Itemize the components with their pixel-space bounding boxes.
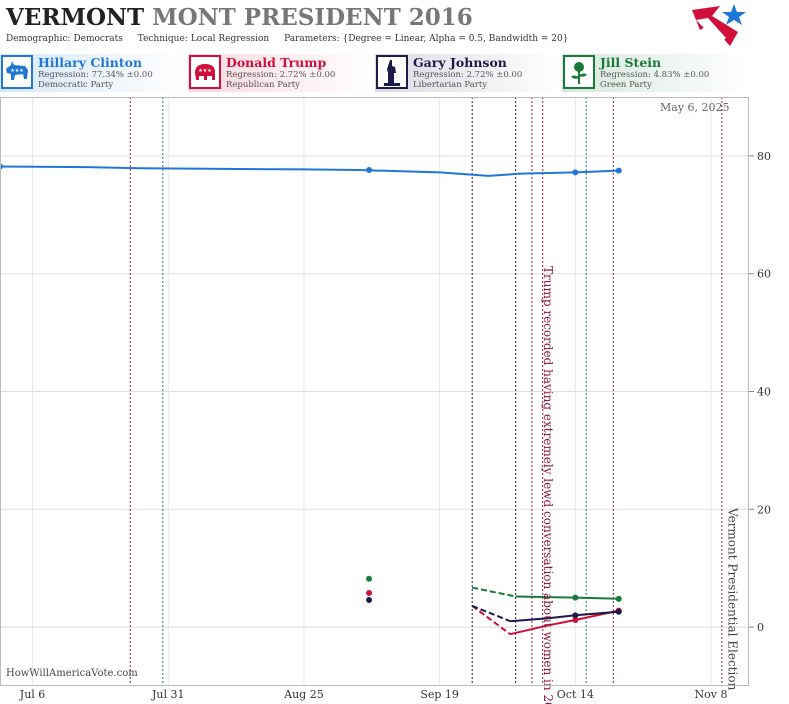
candidate-name: Jill Stein [600,55,662,70]
technique-value: Local Regression [190,34,270,44]
data-point [366,597,373,604]
candidate-regression: Regression: 4.83% ±0.00 [600,70,710,80]
candidate-name: Hillary Clinton [38,55,143,70]
y-tick-label: 0 [757,621,764,634]
series-line [509,609,619,636]
parameters-label: Parameters: [284,34,340,44]
candidate-name: Gary Johnson [413,55,507,70]
demographic-value: Democrats [73,34,123,44]
site-logo-icon [692,4,746,46]
rose-icon [563,55,595,89]
data-point [615,595,622,602]
title-race: MONT PRESIDENT 2016 [152,4,473,31]
svg-text:★★★: ★★★ [10,68,24,74]
annotation: Vermont Presidential Election [726,507,740,691]
annotation: Trump recorded having extremely lewd con… [541,266,555,704]
series-line [510,610,619,623]
chart-axes: 0 20 40 60 80 Jul 6 Jul 31 Aug 25 Sep 19 Oct 14 No… [0,97,771,701]
series-line [0,165,619,177]
series-dashed-line [471,586,516,598]
data-point [572,169,579,176]
candidate-card-trump[interactable]: ★★★ Donald Trump Regression: 2.72% ±0.00… [188,54,374,92]
series-dashed-line [471,604,511,623]
x-tick-label: Jul 6 [19,688,46,701]
chart-grid [0,97,749,686]
plot-frame [0,97,749,686]
date-stamp: May 6, 2025 [660,101,730,114]
candidate-name: Donald Trump [226,55,327,70]
title-state: VERMONT [6,4,145,31]
svg-text:★★★: ★★★ [198,68,212,74]
data-point [572,612,579,619]
candidate-regression: Regression: 77.34% ±0.00 [38,70,153,80]
candidate-party: Democratic Party [38,80,114,90]
series-gary-johnson [366,597,622,623]
series-line [515,595,619,600]
y-tick-label: 80 [757,150,771,163]
series-layer [0,163,622,636]
annotation-layer: Trump recorded having extremely lewd con… [541,266,740,704]
x-tick-label: Oct 14 [557,688,594,701]
series-jill-stein [366,575,622,602]
data-point [366,589,373,596]
x-tick-label: Sep 19 [420,688,459,701]
series-hillary-clinton [0,163,622,177]
y-tick-label: 40 [757,386,771,399]
data-point [615,167,622,174]
technique-label: Technique: [137,34,188,44]
x-tick-label: Nov 8 [695,688,728,701]
data-point [572,617,579,624]
data-point [615,608,622,615]
data-point [366,575,373,582]
x-tick-label: Aug 25 [283,688,324,701]
page-title: VERMONT MONT PRESIDENT 2016 [6,4,473,31]
candidate-party: Green Party [600,80,652,90]
candidate-party: Libertarian Party [413,80,488,90]
y-tick-label: 20 [757,503,771,516]
data-point [572,594,579,601]
parameters-line: Demographic: Democrats Technique: Local Re… [6,34,581,44]
data-point [366,167,373,174]
x-tick-label: Jul 31 [151,688,185,701]
candidate-card-clinton[interactable]: ★★★ Hillary Clinton Regression: 77.34% ±… [0,54,186,92]
candidate-card-johnson[interactable]: Gary Johnson Regression: 2.72% ±0.00 Lib… [375,54,561,92]
candidate-party: Republican Party [226,80,300,90]
watermark: HowWillAmericaVote.com [6,668,138,679]
series-dashed-line [471,605,511,636]
parameters-value: {Degree = Linear, Alpha = 0.5, Bandwidth… [342,34,569,44]
candidate-card-stein[interactable]: Jill Stein Regression: 4.83% ±0.00 Green… [562,54,748,92]
candidate-regression: Regression: 2.72% ±0.00 [413,70,523,80]
elephant-icon: ★★★ [189,55,221,89]
donkey-icon: ★★★ [1,55,33,89]
demographic-label: Demographic: [6,34,71,44]
statue-of-liberty-icon [376,55,408,89]
y-tick-label: 60 [757,268,771,281]
candidate-regression: Regression: 2.72% ±0.00 [226,70,336,80]
